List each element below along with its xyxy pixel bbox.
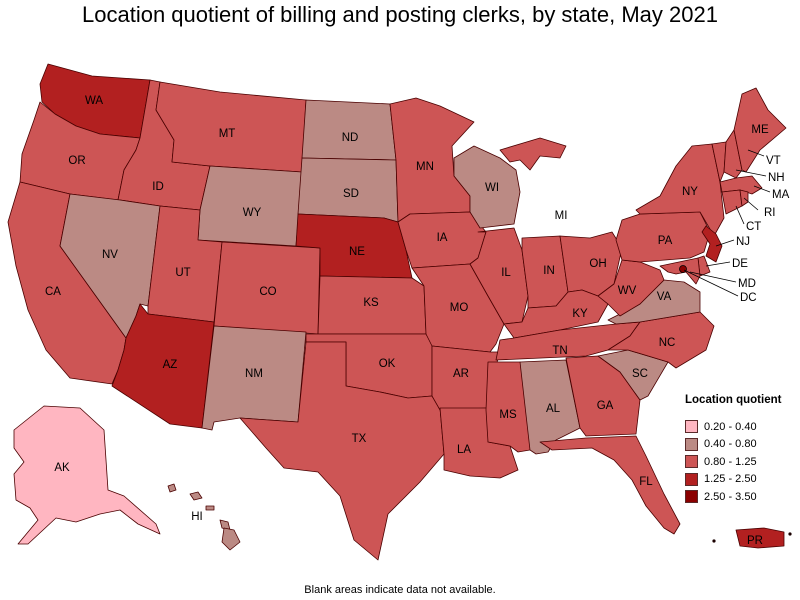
label-in: IN <box>543 265 555 277</box>
label-wa: WA <box>85 95 103 107</box>
label-wv: WV <box>618 285 637 297</box>
label-dc: DC <box>740 292 757 304</box>
legend-item: 0.20 - 0.40 <box>685 418 797 436</box>
state-me[interactable] <box>733 87 787 173</box>
label-mn: MN <box>416 161 434 173</box>
legend-item: 0.80 - 1.25 <box>685 453 797 471</box>
legend-item: 1.25 - 2.50 <box>685 471 797 489</box>
label-nd: ND <box>342 132 359 144</box>
legend-item: 2.50 - 3.50 <box>685 488 797 506</box>
legend-item: 0.40 - 0.80 <box>685 436 797 454</box>
label-ne: NE <box>349 246 365 258</box>
state-fl[interactable] <box>539 435 681 535</box>
label-ri: RI <box>764 207 776 219</box>
label-nm: NM <box>245 368 263 380</box>
label-ny: NY <box>682 186 698 198</box>
label-nc: NC <box>659 337 676 349</box>
label-ky: KY <box>572 308 588 320</box>
label-co: CO <box>259 286 276 298</box>
state-nh[interactable] <box>723 129 743 179</box>
label-mt: MT <box>219 128 236 140</box>
state-wy[interactable] <box>197 165 303 247</box>
state-wi[interactable] <box>453 145 521 229</box>
map-legend: Location quotient 0.20 - 0.40 0.40 - 0.8… <box>685 394 797 506</box>
label-nj: NJ <box>736 236 750 248</box>
label-ks: KS <box>363 297 379 309</box>
legend-swatch <box>685 490 698 504</box>
label-ms: MS <box>499 409 517 421</box>
label-or: OR <box>68 155 85 167</box>
label-mo: MO <box>450 302 469 314</box>
pr-islet <box>788 532 792 536</box>
legend-title: Location quotient <box>685 394 782 406</box>
map-title: Location quotient of billing and posting… <box>82 2 718 27</box>
label-sd: SD <box>343 188 359 200</box>
legend-swatch <box>685 455 698 469</box>
state-hi[interactable] <box>167 483 241 551</box>
state-wv[interactable] <box>597 259 665 317</box>
label-wy: WY <box>243 207 262 219</box>
label-nv: NV <box>102 249 118 261</box>
label-id: ID <box>152 181 164 193</box>
state-nc[interactable] <box>607 311 715 369</box>
state-mt[interactable] <box>155 81 307 173</box>
label-hi: HI <box>191 511 203 523</box>
legend-label: 0.20 - 0.40 <box>704 420 757 433</box>
label-al: AL <box>546 403 561 415</box>
label-md: MD <box>738 278 756 290</box>
state-ct[interactable] <box>721 189 743 215</box>
label-sc: SC <box>632 368 648 380</box>
label-la: LA <box>457 444 471 456</box>
legend-label: 2.50 - 3.50 <box>704 490 757 503</box>
label-nh: NH <box>768 172 785 184</box>
legend-swatch <box>685 472 698 486</box>
state-ak[interactable] <box>13 405 161 545</box>
label-va: VA <box>657 291 672 303</box>
label-pa: PA <box>658 235 673 247</box>
label-ia: IA <box>437 232 448 244</box>
label-mi: MI <box>555 210 568 222</box>
state-labels: WA OR CA ID NV MT WY UT AZ CO NM ND SD N… <box>45 95 790 547</box>
label-ak: AK <box>54 462 70 474</box>
label-wi: WI <box>485 182 499 194</box>
state-nj[interactable] <box>701 225 723 263</box>
state-tx[interactable] <box>239 341 445 561</box>
state-nm[interactable] <box>201 325 307 431</box>
label-tn: TN <box>552 345 567 357</box>
label-ct: CT <box>746 221 761 233</box>
label-az: AZ <box>163 359 178 371</box>
legend-swatch <box>685 420 698 434</box>
legend-label: 1.25 - 2.50 <box>704 473 757 486</box>
state-dc[interactable] <box>679 265 687 273</box>
legend-label: 0.80 - 1.25 <box>704 455 757 468</box>
legend-label: 0.40 - 0.80 <box>704 438 757 451</box>
label-ok: OK <box>379 358 396 370</box>
label-ma: MA <box>772 189 790 201</box>
state-nd[interactable] <box>301 99 397 161</box>
label-il: IL <box>501 267 511 279</box>
label-ar: AR <box>453 368 469 380</box>
label-pr: PR <box>747 535 763 547</box>
label-vt: VT <box>766 155 781 167</box>
label-ga: GA <box>597 400 614 412</box>
label-fl: FL <box>639 476 653 488</box>
label-ut: UT <box>175 267 190 279</box>
label-ca: CA <box>45 286 61 298</box>
state-mi[interactable] <box>499 137 567 171</box>
label-tx: TX <box>352 433 367 445</box>
footnote: Blank areas indicate data not available. <box>304 584 496 596</box>
pr-islet <box>712 539 716 543</box>
legend-swatch <box>685 437 698 451</box>
label-leaders <box>683 149 771 297</box>
label-oh: OH <box>589 258 606 270</box>
label-me: ME <box>751 124 769 136</box>
state-pr[interactable] <box>735 527 785 549</box>
label-de: DE <box>732 258 748 270</box>
